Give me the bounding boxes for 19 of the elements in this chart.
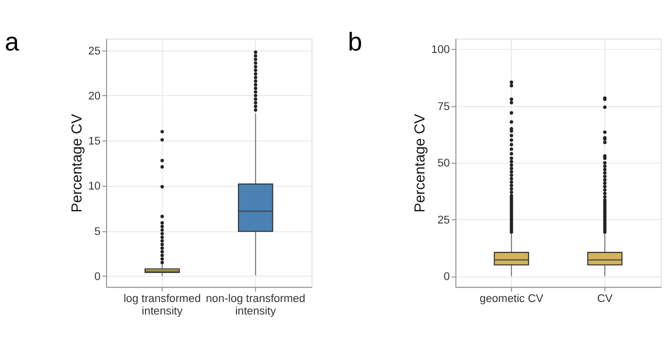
y-axis-title: Percentage CV: [69, 114, 86, 213]
chart-title: a: [4, 28, 20, 57]
y-tick-label: 100: [431, 44, 450, 56]
x-tick-label: log transformed intensity: [124, 292, 201, 318]
y-tick-label: 0: [94, 270, 101, 283]
x-tick-label: CV: [597, 292, 614, 305]
y-tick-label: 15: [88, 136, 101, 148]
x-tick-label: non-log transformed intensity: [206, 292, 306, 318]
y-tick-label: 50: [437, 158, 450, 170]
x-tick-label: geometic CV: [480, 292, 544, 305]
y-tick-label: 0: [444, 271, 450, 284]
y-tick-label: 10: [88, 180, 101, 193]
chart-title: b: [348, 28, 362, 57]
y-tick-label: 20: [88, 90, 101, 102]
y-axis-title: Percentage CV: [412, 114, 428, 213]
y-tick-label: 25: [437, 214, 450, 226]
y-tick-label: 5: [94, 226, 101, 238]
y-tick-label: 75: [437, 100, 450, 113]
y-tick-label: 25: [88, 45, 101, 58]
